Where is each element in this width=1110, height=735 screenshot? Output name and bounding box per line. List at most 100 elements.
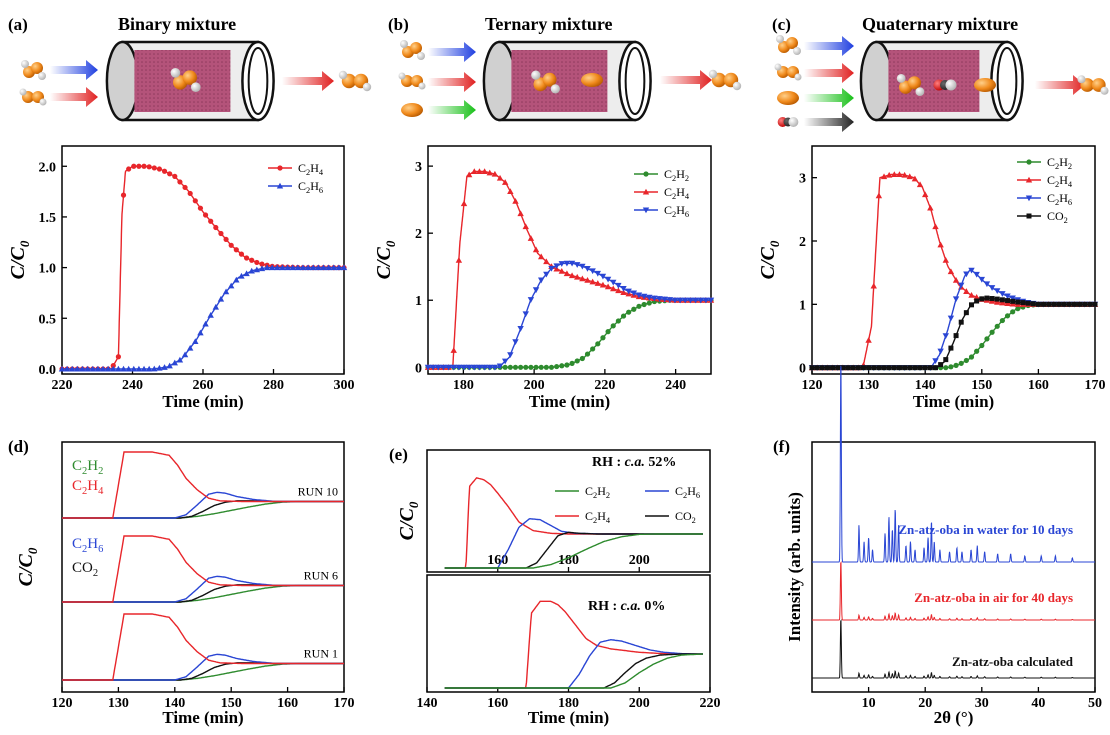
data-point-C2H4 [233, 247, 239, 253]
hydrogen-atom [774, 63, 782, 71]
data-point-C2H6 [294, 264, 302, 271]
pattern-label: Zn-atz-oba in air for 40 days [914, 590, 1073, 605]
carbon-atom [907, 76, 922, 90]
data-point-C2H6 [517, 326, 524, 332]
x-tick-label: 280 [263, 378, 284, 393]
hydrogen-atom [39, 98, 47, 106]
legend-marker-C2H6 [642, 207, 650, 214]
data-point-C2H4 [197, 205, 204, 211]
legend-marker-C2H4 [277, 165, 283, 171]
data-point-C2H6 [140, 365, 148, 372]
data-point-C2H2 [646, 300, 652, 306]
legend-label-C2H4: C2H4 [1047, 173, 1073, 189]
data-point-C2H6 [63, 365, 71, 372]
data-point-C2H6 [445, 364, 452, 371]
y-axis-label: C/C0 [396, 501, 421, 540]
hydrogen-atom [400, 40, 408, 48]
data-point-C2H6 [115, 365, 122, 372]
data-point-CO2 [1051, 301, 1057, 307]
legend-label-C2H6: C2H6 [664, 203, 689, 219]
data-point-CO2 [994, 296, 1000, 302]
data-point-CO2 [1056, 301, 1062, 307]
data-point-C2H6 [952, 296, 960, 303]
data-point-C2H2 [533, 364, 539, 370]
data-point-C2H2 [523, 364, 529, 370]
data-point-C2H4 [522, 223, 529, 230]
data-point-C2H6 [325, 264, 332, 271]
series-C2H6 [424, 260, 715, 371]
data-point-C2H2 [641, 301, 647, 308]
data-point-C2H4 [584, 277, 591, 283]
x-tick-label: 20 [918, 696, 932, 711]
data-point-CO2 [927, 365, 933, 371]
run-line-C2H2 [62, 500, 344, 519]
data-point-C2H2 [564, 362, 570, 368]
x-axis-label: Time (min) [529, 392, 610, 411]
column-inlet [482, 40, 517, 122]
data-point-C2H6 [99, 365, 107, 372]
column-outlet [990, 40, 1024, 122]
data-point-C2H6 [104, 365, 112, 372]
plot-frame [427, 145, 712, 375]
data-point-C2H4 [131, 163, 137, 169]
data-point-C2H4 [543, 258, 550, 265]
data-point-C2H4 [891, 171, 898, 178]
hydrogen-atom [417, 52, 425, 60]
data-point-CO2 [835, 365, 841, 371]
x-tick-label: 170 [1085, 378, 1106, 393]
data-point-C2H4 [599, 281, 607, 288]
data-point-CO2 [974, 298, 980, 304]
data-point-C2H6 [186, 344, 194, 351]
feed-arrow-c2h2 [428, 100, 476, 120]
data-point-C2H4 [911, 175, 919, 182]
data-point-C2H4 [932, 223, 939, 230]
data-point-C2H4 [243, 255, 250, 261]
series-line-C2H2 [444, 653, 703, 689]
column-inlet [105, 40, 140, 122]
feed-arrow-c2h6 [804, 63, 854, 83]
data-point-CO2 [1082, 301, 1088, 307]
data-point-C2H4 [476, 168, 483, 175]
data-point-C2H2 [953, 362, 959, 368]
feed-arrow-c2h6 [50, 87, 98, 107]
data-point-C2H2 [943, 365, 949, 371]
x-tick-label: 120 [802, 378, 823, 393]
x-tick-label: 220 [594, 378, 615, 393]
data-point-C2H4 [927, 204, 934, 211]
y-tick-label: 3 [415, 160, 422, 175]
data-point-C2H2 [636, 303, 642, 309]
series-C2H2 [809, 301, 1098, 371]
data-point-C2H6 [646, 294, 653, 301]
data-point-C2H4 [208, 218, 214, 224]
data-point-C2H4 [481, 168, 488, 175]
legend-label-C2H2: C2H2 [72, 458, 103, 477]
legend-label-C2H4: C2H4 [585, 509, 611, 525]
data-point-C2H6 [486, 364, 493, 371]
data-point-C2H4 [916, 181, 924, 188]
data-point-C2H4 [579, 275, 586, 282]
data-point-C2H2 [948, 364, 954, 370]
y-tick-label: 1 [799, 298, 806, 313]
chart-d-cycling-runs: 120 130 140 150 160 170 Time (min) C/C0 RUN 10 RU… [15, 441, 355, 727]
panel-e-label: (e) [389, 445, 408, 464]
pattern-line [812, 560, 1095, 621]
data-point-C2H4 [922, 191, 929, 198]
data-point-C2H2 [999, 317, 1005, 324]
data-point-C2H6 [171, 359, 178, 366]
hydrogen-atom [794, 73, 802, 81]
data-point-C2H6 [963, 271, 970, 278]
series-line-C2H6 [812, 269, 1095, 369]
data-point-CO2 [912, 365, 918, 371]
x-tick-label: 180 [453, 378, 474, 393]
series-line-C2H2 [812, 303, 1095, 369]
data-point-CO2 [881, 365, 887, 371]
data-point-C2H6 [243, 270, 250, 277]
data-point-CO2 [1046, 301, 1052, 307]
data-point-C2H2 [994, 323, 1000, 329]
data-point-C2H2 [600, 335, 606, 341]
pattern-line [812, 366, 1095, 564]
data-point-CO2 [963, 310, 969, 316]
data-point-C2H6 [166, 362, 173, 369]
data-point-C2H4 [615, 287, 622, 294]
x-tick-label: 30 [975, 696, 989, 711]
